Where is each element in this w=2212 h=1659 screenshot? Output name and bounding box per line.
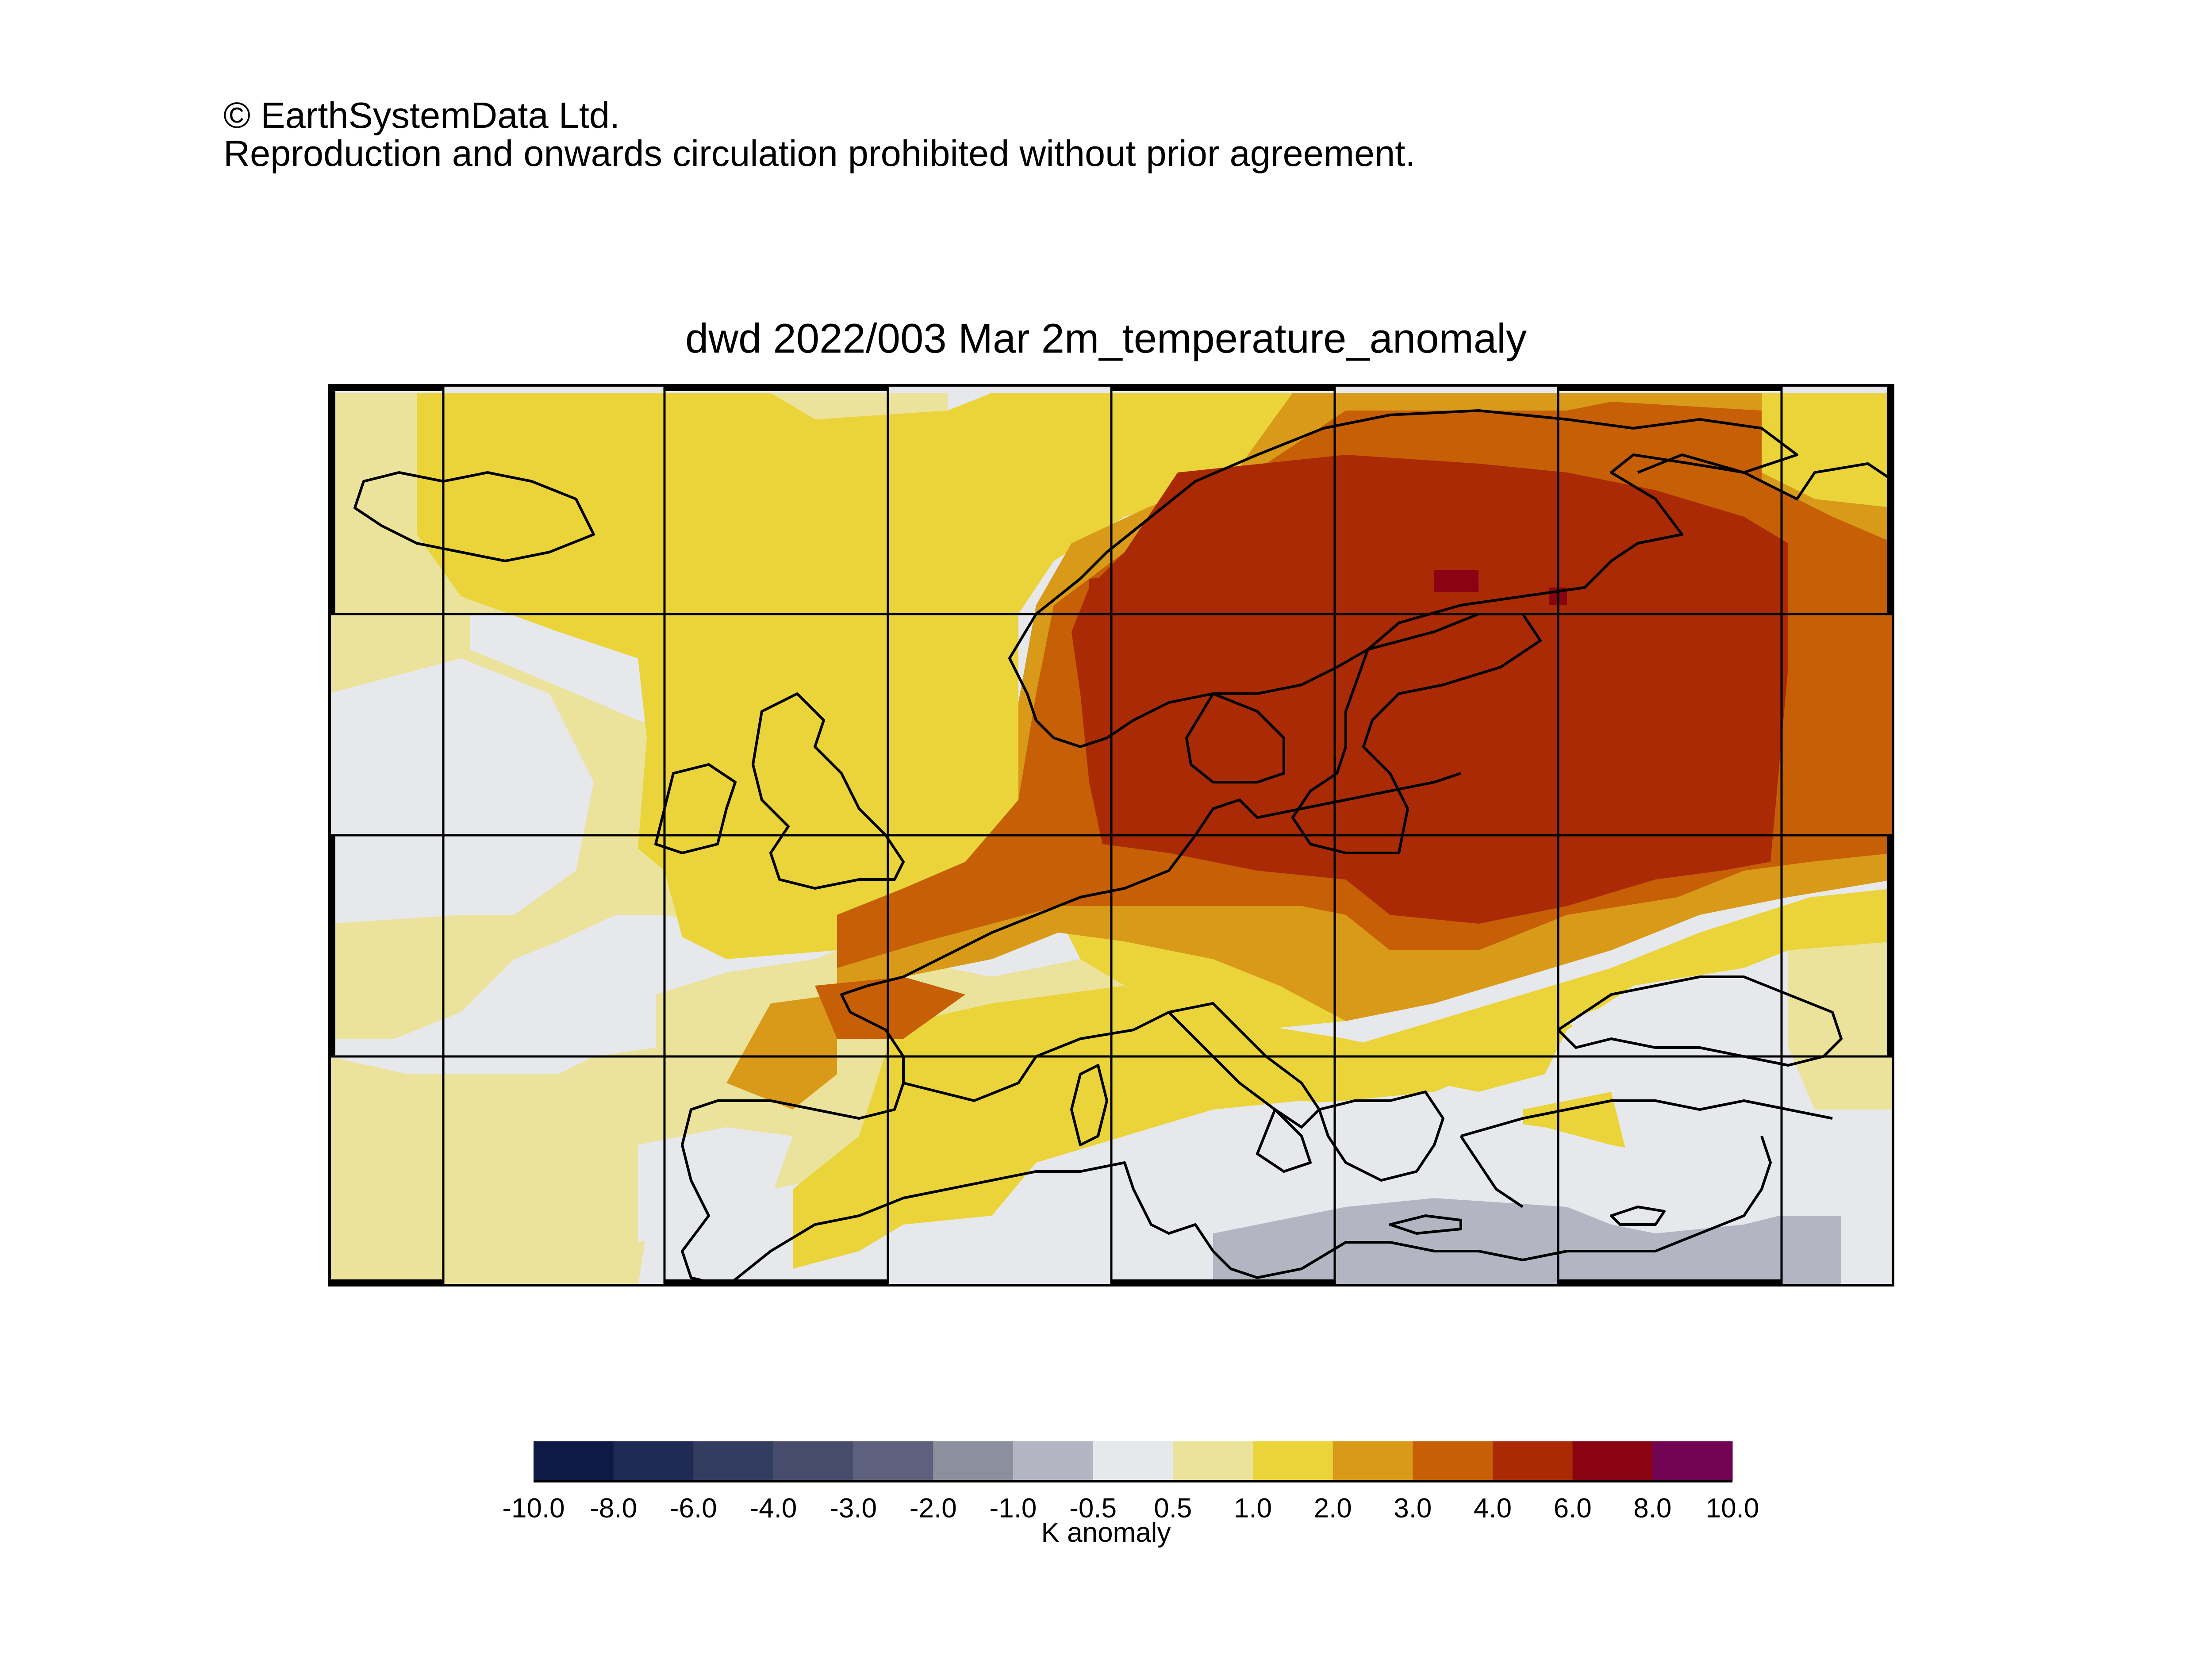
colorbar-swatch <box>693 1441 774 1481</box>
colorbar-swatch <box>613 1441 694 1481</box>
colorbar-swatch <box>933 1441 1014 1481</box>
anomaly-band-4p0-6p0 <box>1071 455 1788 924</box>
anomaly-map <box>328 384 1894 1286</box>
colorbar-swatch <box>1173 1441 1253 1481</box>
colorbar-swatch <box>1572 1441 1653 1481</box>
anomaly-band-neg0p5-0p5 <box>328 658 1788 1242</box>
colorbar-swatch <box>1013 1441 1094 1481</box>
graticule <box>328 384 1894 1286</box>
colorbar-swatch <box>1333 1441 1413 1481</box>
colorbar-swatch <box>1493 1441 1573 1481</box>
anomaly-band-neg1p0-neg0p5 <box>1213 1198 1841 1286</box>
colorbar-swatch <box>1253 1441 1333 1481</box>
copyright-line-2: Reproduction and onwards circulation pro… <box>223 133 1416 174</box>
colorbar-swatch <box>1093 1441 1173 1481</box>
coastlines <box>353 409 1894 1286</box>
colorbar-swatch <box>773 1441 854 1481</box>
colorbar-unit-label: K anomaly <box>1041 1517 1171 1548</box>
map-frame <box>328 384 1894 1286</box>
copyright-line-1: © EarthSystemData Ltd. <box>223 95 620 136</box>
copyright-notice: © EarthSystemData Ltd. Reproduction and … <box>223 96 1415 173</box>
map-title: dwd 2022/003 Mar 2m_temperature_anomaly <box>685 315 1527 361</box>
colorbar-swatch <box>853 1441 933 1481</box>
colorbar-swatch <box>534 1441 614 1481</box>
colorbar-swatch <box>1413 1441 1493 1481</box>
colorbar-swatch <box>1652 1441 1733 1481</box>
